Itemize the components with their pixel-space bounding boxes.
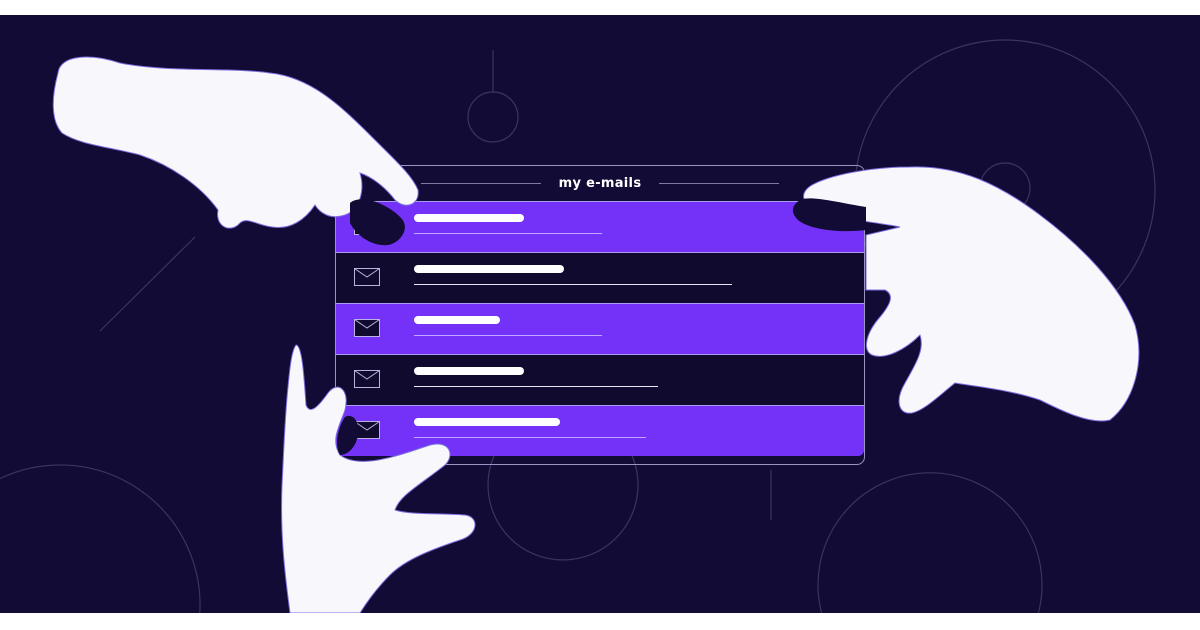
email-preview-placeholder [414,335,602,336]
hand-bottom [281,344,476,613]
deco-circle [0,464,201,613]
panel-title: my e-mails [558,175,642,191]
email-row[interactable] [336,354,864,405]
deco-line [99,236,196,332]
email-subject-placeholder [414,214,524,222]
email-row[interactable] [336,252,864,303]
envelope-icon [354,319,380,337]
email-panel: my e-mails [335,165,865,465]
envelope-icon [354,370,380,388]
email-subject-placeholder [414,367,524,375]
divider [659,182,780,184]
finger-shadow [350,199,405,246]
email-preview-placeholder [414,284,732,285]
email-row[interactable] [336,303,864,354]
hands [52,56,1140,613]
deco-circle [817,472,1043,613]
divider [420,182,541,184]
hand-right [803,166,1140,422]
email-subject-placeholder [414,265,564,273]
finger-shadow [337,415,359,455]
email-preview-placeholder [414,437,646,438]
deco-circle [467,91,519,143]
panel-header: my e-mails [336,173,864,193]
email-subject-placeholder [414,418,560,426]
email-row[interactable] [336,201,864,252]
finger-shadow [792,198,866,232]
email-subject-placeholder [414,316,500,324]
email-preview-placeholder [414,386,658,387]
envelope-icon [354,268,380,286]
email-preview-placeholder [414,233,602,234]
illustration-scene: my e-mails [0,15,1200,613]
